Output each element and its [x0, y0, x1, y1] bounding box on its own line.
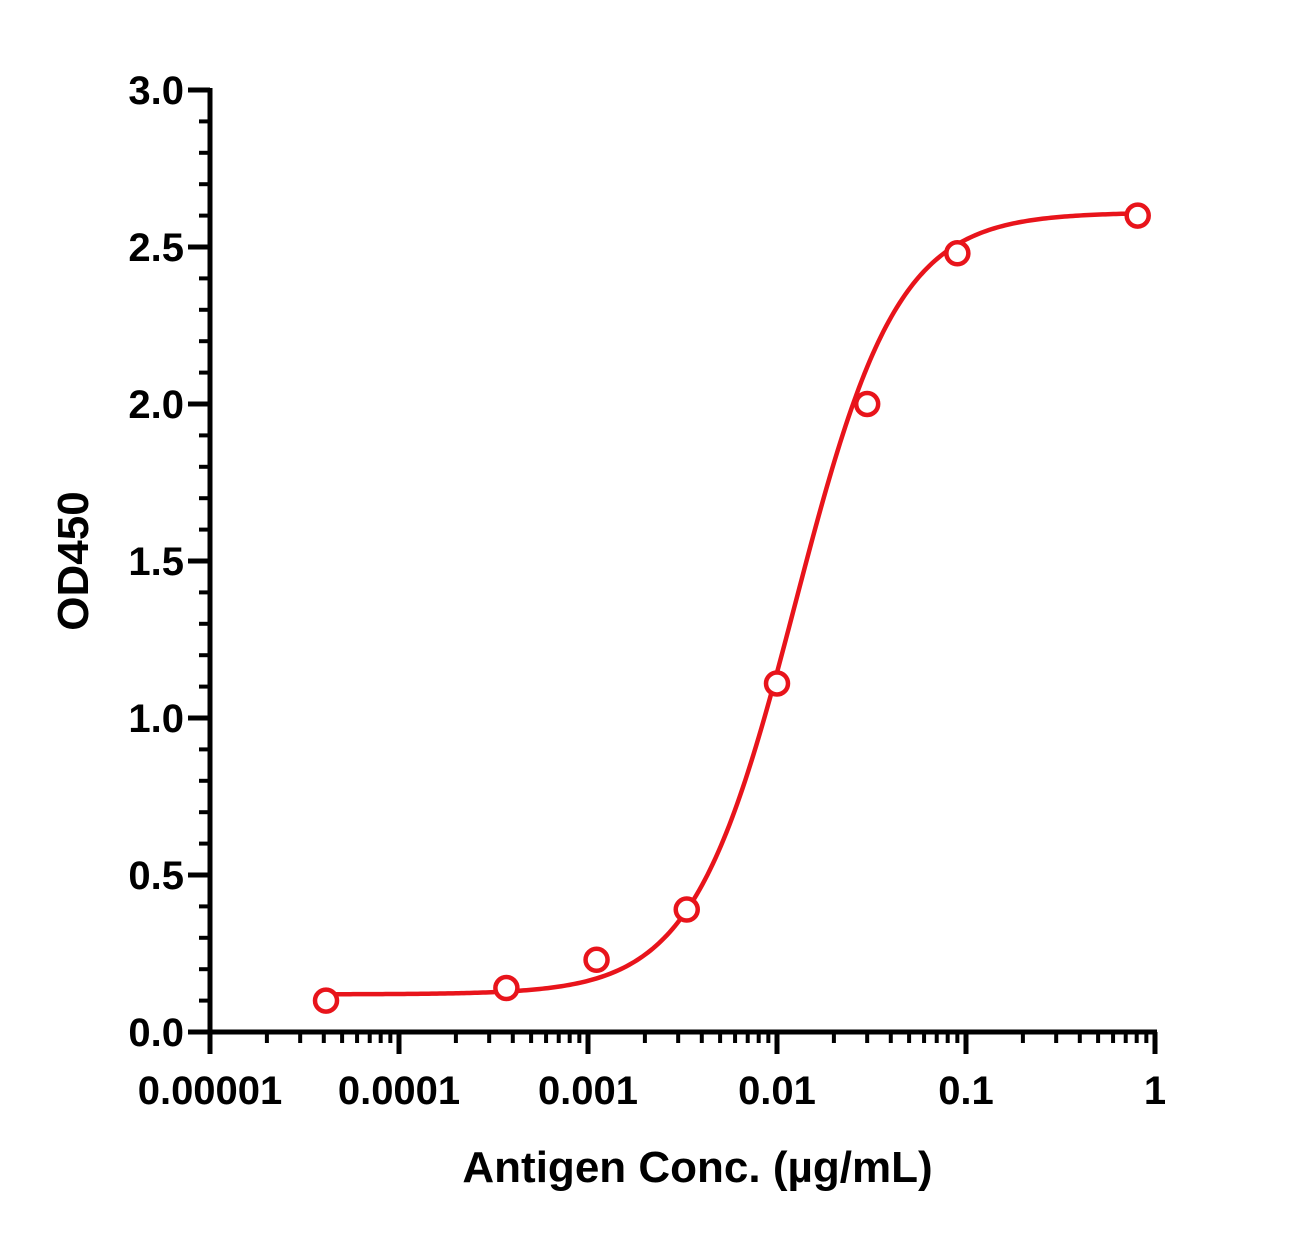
data-point — [944, 240, 971, 267]
x-tick-label: 0.0001 — [338, 1069, 460, 1113]
y-axis-title: OD450 — [49, 491, 98, 630]
y-tick-label: 2.5 — [128, 226, 184, 270]
x-tick-label: 0.001 — [538, 1069, 638, 1113]
data-point — [853, 390, 881, 418]
data-point — [312, 987, 340, 1014]
data-point — [583, 946, 610, 974]
data-point — [1124, 202, 1151, 229]
x-tick-label: 1 — [1144, 1069, 1166, 1113]
x-tick-label: 0.1 — [938, 1069, 994, 1113]
x-tick-label: 0.01 — [738, 1069, 816, 1113]
data-point — [493, 974, 520, 1002]
y-tick-label: 3.0 — [128, 69, 184, 113]
y-tick-label: 1.5 — [128, 540, 184, 584]
plot-area — [312, 202, 1151, 1014]
data-point — [673, 896, 700, 923]
tick-labels: 0.0 0.5 1.0 1.5 2.0 2.5 3.0 0.00001 0.0001 0.001 0… — [128, 69, 1166, 1113]
data-point — [763, 670, 791, 697]
axes — [207, 88, 1157, 1035]
y-tick-label: 2.0 — [128, 383, 184, 427]
x-tick-label: 0.00001 — [138, 1069, 283, 1113]
ticks — [188, 87, 1158, 1054]
fit-curve — [326, 211, 1138, 997]
y-tick-label: 1.0 — [128, 697, 184, 741]
x-axis-title: Antigen Conc. (µg/mL) — [462, 1143, 932, 1192]
y-tick-label: 0.5 — [128, 854, 184, 898]
y-tick-label: 0.0 — [128, 1011, 184, 1055]
